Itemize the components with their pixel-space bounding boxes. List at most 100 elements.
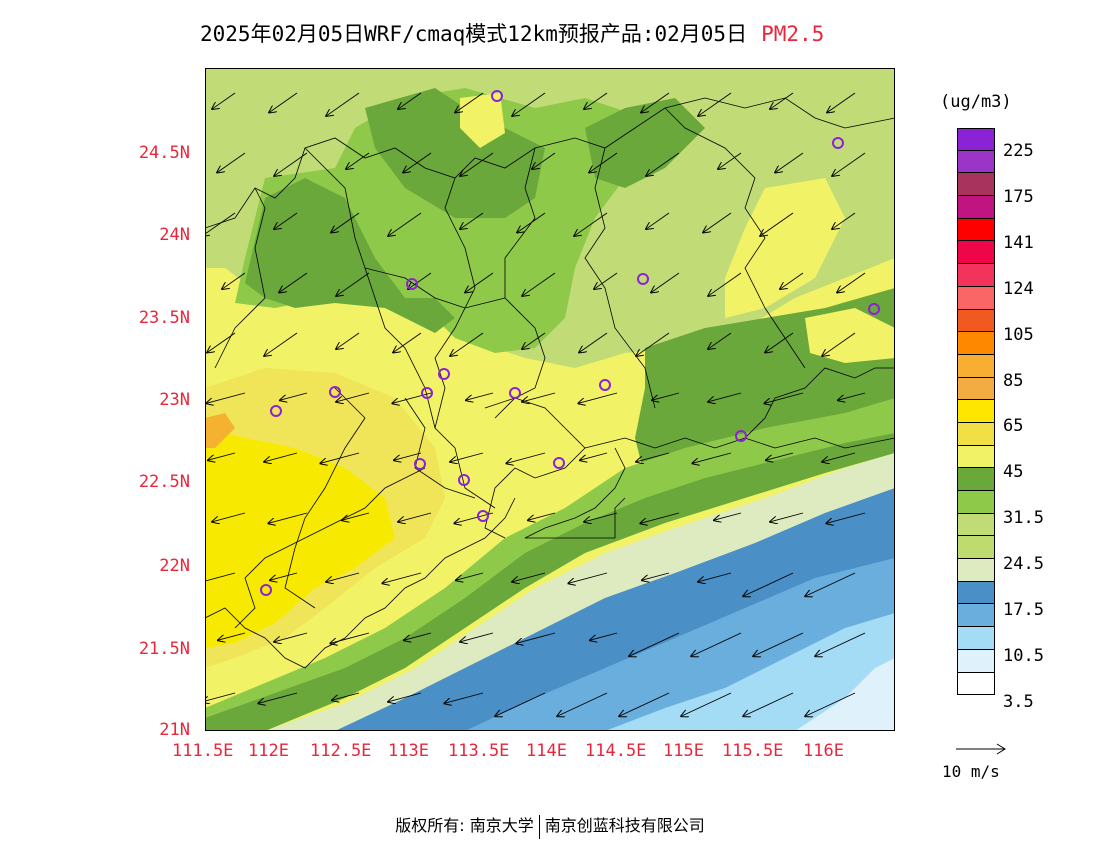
station-markers — [260, 90, 880, 596]
station-marker — [637, 273, 649, 285]
wind-arrow — [222, 272, 246, 289]
wind-arrow — [398, 512, 432, 522]
wind-arrow — [646, 152, 680, 176]
wind-arrow — [780, 272, 804, 289]
legend-swatch — [957, 400, 995, 423]
wind-arrow — [495, 692, 546, 716]
wind-arrow — [532, 152, 556, 169]
field-green-dark4 — [585, 98, 705, 188]
field-dark-green-band — [205, 433, 895, 731]
wind-arrow — [264, 332, 298, 356]
wind-arrow — [279, 272, 308, 293]
legend-label: 105 — [1003, 324, 1034, 345]
legend-swatch — [957, 422, 995, 446]
lat-label-21: 21N — [159, 720, 190, 740]
lat-label-24-5: 24.5N — [138, 143, 190, 163]
wind-arrow — [522, 332, 546, 349]
wind-arrow — [718, 152, 742, 169]
wind-arrow — [444, 692, 484, 703]
wind-reference-label: 10 m/s — [942, 762, 1000, 781]
legend-label: 225 — [1003, 141, 1034, 161]
legend-label: 124 — [1003, 278, 1034, 299]
legend-swatch — [957, 218, 995, 242]
wind-arrow — [408, 272, 432, 289]
station-marker — [477, 510, 489, 522]
wind-arrow — [320, 452, 360, 463]
wind-arrow — [506, 452, 546, 463]
wind-arrow — [206, 392, 246, 403]
copyright-right: 南京创蓝科技有限公司 — [544, 816, 705, 835]
wind-arrow — [708, 392, 742, 402]
wind-arrow — [826, 512, 866, 523]
wind-arrow — [398, 92, 422, 109]
wind-arrow — [805, 572, 856, 596]
station-marker — [491, 90, 503, 102]
station-marker — [599, 379, 611, 391]
wind-arrow — [805, 692, 856, 716]
wind-arrow — [770, 512, 804, 522]
station-marker — [406, 278, 418, 290]
pm25-forecast-map — [205, 68, 895, 731]
map-border — [205, 68, 895, 731]
wind-arrow — [743, 692, 794, 716]
wind-arrow — [708, 272, 742, 296]
wind-arrow — [382, 572, 422, 583]
field-yellow-pocket1 — [725, 178, 845, 318]
legend-swatch — [957, 241, 995, 265]
wind-arrow — [822, 452, 856, 462]
wind-arrow — [692, 452, 732, 463]
wind-arrow — [205, 572, 236, 582]
legend-swatch — [957, 513, 995, 537]
wind-arrow — [274, 152, 308, 176]
wind-arrow — [522, 272, 556, 296]
legend-label: 3.5 — [1003, 691, 1034, 712]
legend-swatch — [957, 559, 995, 582]
wind-arrow — [827, 92, 856, 113]
wind-arrow — [691, 632, 742, 656]
wind-arrow — [207, 332, 236, 353]
wind-arrow — [274, 212, 298, 229]
legend-swatch — [957, 581, 995, 605]
legend-swatch — [957, 468, 995, 491]
lon-label-116: 116E — [803, 741, 844, 761]
title-text: 2025年02月05日WRF/cmaq模式12km预报产品:02月05日 — [200, 22, 748, 46]
wind-arrow — [393, 332, 422, 353]
wind-arrow — [217, 152, 246, 173]
wind-arrow — [332, 692, 360, 700]
legend-swatch — [957, 354, 995, 378]
legend-swatch — [957, 445, 995, 469]
lon-label-112-5: 112.5E — [310, 741, 372, 761]
legend-swatch — [957, 286, 995, 310]
wind-arrow — [336, 332, 360, 349]
wind-arrow — [703, 212, 732, 233]
legend-swatch — [957, 649, 995, 673]
legend-swatch — [957, 196, 995, 219]
lon-label-112: 112E — [248, 741, 289, 761]
wind-arrow — [460, 152, 494, 176]
wind-arrow — [838, 392, 866, 400]
legend-swatch — [957, 627, 995, 650]
wind-arrow — [326, 92, 360, 116]
wind-arrow — [584, 92, 608, 109]
wind-arrow — [205, 212, 236, 236]
station-marker — [509, 387, 521, 399]
wind-arrow — [268, 512, 308, 523]
wind-arrow — [764, 392, 804, 403]
wind-arrow — [557, 692, 608, 716]
legend-swatch — [957, 264, 995, 287]
wind-arrow — [822, 332, 856, 356]
lat-label-24: 24N — [159, 225, 190, 245]
legend-swatch — [957, 536, 995, 560]
wind-arrow — [465, 272, 494, 293]
wind-arrow — [770, 92, 794, 109]
field-ocean-3 — [795, 658, 895, 731]
station-marker — [270, 405, 282, 417]
lat-label-22: 22N — [159, 556, 190, 576]
wind-arrow — [765, 332, 794, 353]
wind-arrow — [326, 572, 360, 582]
wind-arrow — [404, 632, 432, 640]
footer-divider — [538, 814, 540, 839]
station-marker — [260, 584, 272, 596]
wind-arrow — [212, 92, 236, 109]
wind-arrow — [450, 332, 484, 356]
